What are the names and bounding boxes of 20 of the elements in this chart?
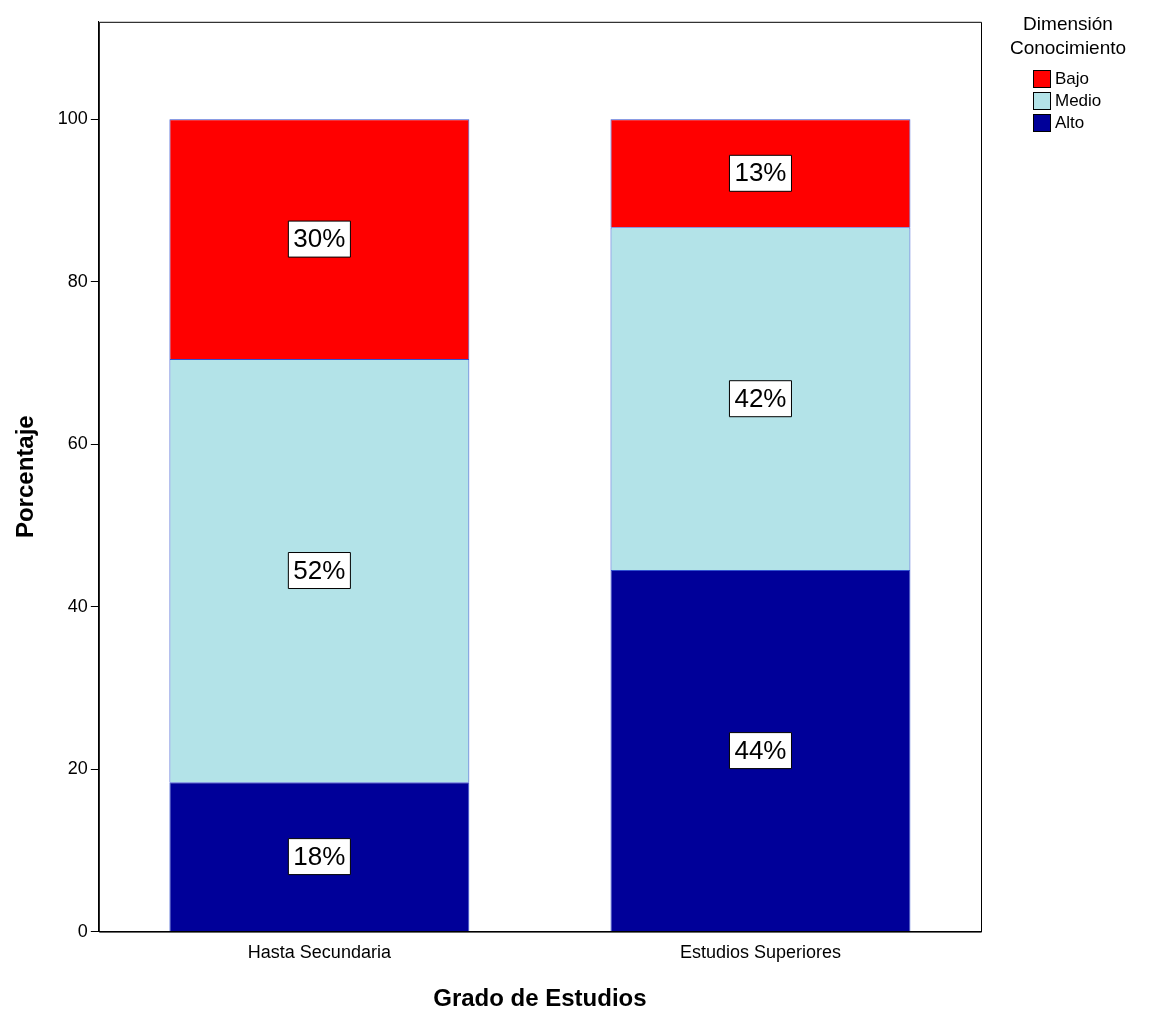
data-label: 44% [734, 734, 787, 765]
legend-label: Alto [1055, 113, 1085, 133]
y-tick-label: 20 [67, 758, 88, 779]
legend-label: Medio [1055, 91, 1102, 111]
y-tick-label: 40 [67, 595, 88, 616]
y-tick-label: 60 [67, 433, 88, 454]
y-tick-label: 80 [67, 270, 88, 291]
data-label: 18% [293, 840, 346, 871]
data-label: 13% [734, 157, 787, 188]
x-tick-label: Hasta Secundaria [247, 942, 392, 963]
legend-label: Bajo [1055, 69, 1090, 89]
y-tick-label: 100 [57, 108, 88, 129]
x-axis-title: Grado de Estudios [433, 984, 647, 1012]
data-label: 30% [293, 223, 346, 254]
data-label: 52% [293, 554, 346, 585]
data-label: 42% [734, 382, 787, 413]
x-tick-label: Estudios Superiores [679, 942, 841, 963]
legend-title: Dimensión Conocimiento [1008, 12, 1128, 60]
y-tick-label: 0 [77, 920, 88, 941]
y-axis-title: Porcentaje [11, 415, 39, 539]
